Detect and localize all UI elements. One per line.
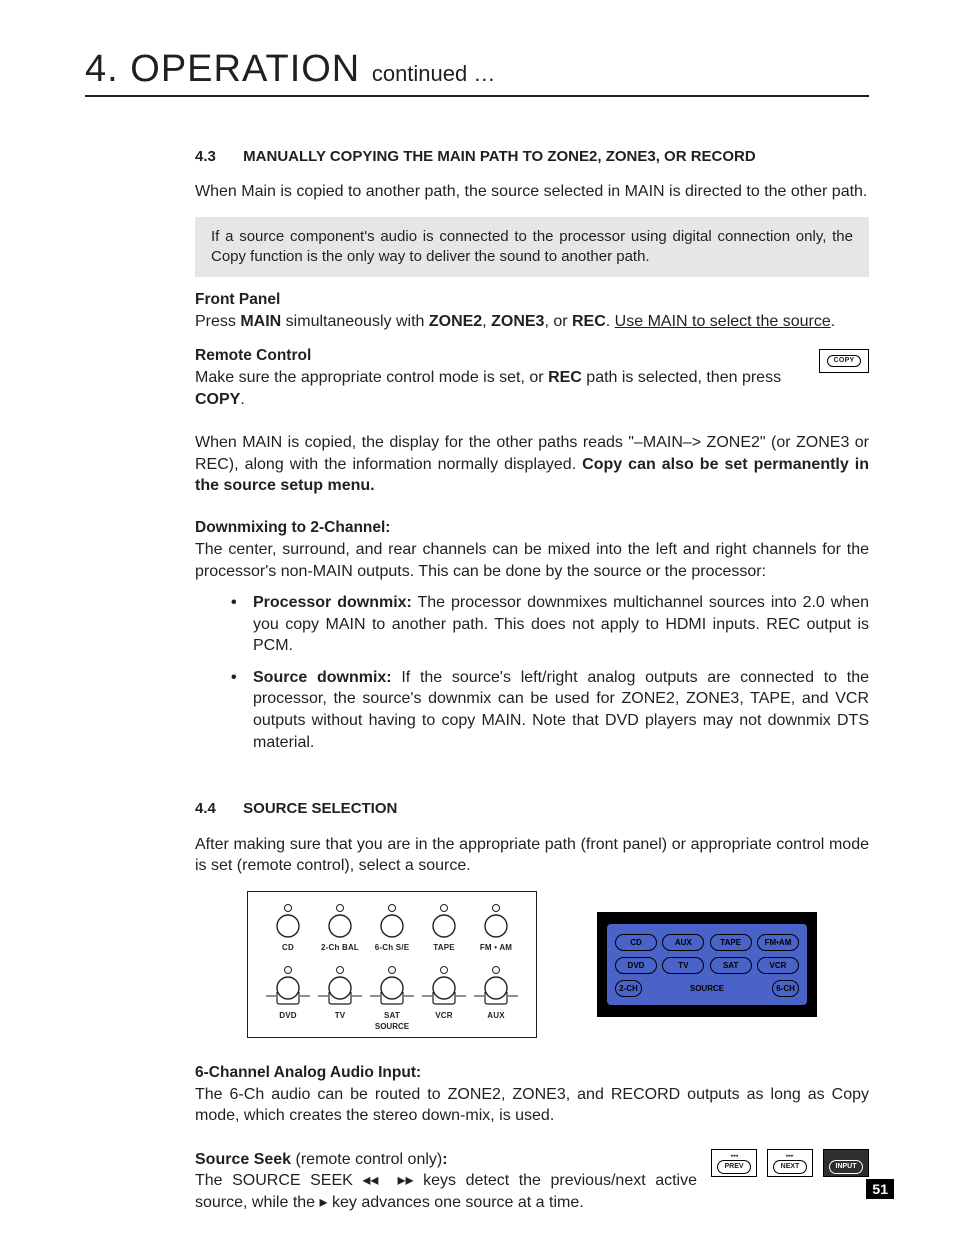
knob: 2-Ch BAL — [318, 902, 362, 952]
remote-control-text: Make sure the appropriate control mode i… — [195, 367, 869, 410]
section-number: 4.4 — [195, 799, 239, 819]
chapter-header: 4. OPERATION continued … — [85, 48, 869, 97]
knob: DVD — [266, 964, 310, 1020]
front-panel-diagram: CD2-Ch BAL6-Ch S/ETAPEFM • AM DVDTVSATVC… — [247, 891, 537, 1038]
section-number: 4.3 — [195, 147, 239, 167]
section-4-3-heading: 4.3 MANUALLY COPYING THE MAIN PATH TO ZO… — [195, 147, 869, 167]
remote-source-label: SOURCE — [690, 984, 724, 993]
remote-pill: TV — [662, 957, 704, 974]
copy-badge: COPY — [819, 349, 869, 373]
knob: TAPE — [422, 902, 466, 952]
six-ch-head: 6-Channel Analog Audio Input: — [195, 1064, 869, 1082]
source-label: SOURCE — [258, 1022, 526, 1031]
list-item: Processor downmix: The processor downmix… — [231, 592, 869, 657]
remote-diagram: CD AUX TAPE FM•AM DVD TV SAT VCR 2-CH SOURCE 6… — [597, 912, 817, 1017]
remote-pill: SAT — [710, 957, 752, 974]
front-panel-head: Front Panel — [195, 291, 869, 309]
remote-pill: FM•AM — [757, 934, 799, 951]
s44-intro: After making sure that you are in the ap… — [195, 834, 869, 877]
list-item: Source downmix: If the source's left/rig… — [231, 667, 869, 753]
prev-button: ◂◂◂ PREV — [711, 1149, 757, 1177]
knob: 6-Ch S/E — [370, 902, 414, 952]
chapter-number: 4. — [85, 48, 119, 90]
section-4-4-heading: 4.4 SOURCE SELECTION — [195, 799, 869, 819]
remote-pill: 2-CH — [615, 980, 642, 997]
knob: SAT — [370, 964, 414, 1020]
remote-pill: VCR — [757, 957, 799, 974]
page-number: 51 — [866, 1179, 894, 1199]
front-panel-text: Press MAIN simultaneously with ZONE2, ZO… — [195, 311, 869, 333]
downmix-head: Downmixing to 2-Channel: — [195, 519, 869, 537]
downmix-list: Processor downmix: The processor downmix… — [231, 592, 869, 753]
knob: CD — [266, 902, 310, 952]
downmix-intro: The center, surround, and rear channels … — [195, 539, 869, 582]
remote-pill: DVD — [615, 957, 657, 974]
knob: AUX — [474, 964, 518, 1020]
copy-badge-label: COPY — [827, 355, 861, 367]
knob: FM • AM — [474, 902, 518, 952]
s43-aftercopy: When MAIN is copied, the display for the… — [195, 432, 869, 497]
remote-pill: 6-CH — [772, 980, 799, 997]
remote-pill: TAPE — [710, 934, 752, 951]
input-button: INPUT — [823, 1149, 869, 1177]
figure-row: CD2-Ch BAL6-Ch S/ETAPEFM • AM DVDTVSATVC… — [195, 891, 869, 1038]
note-box: If a source component's audio is connect… — [195, 217, 869, 278]
chapter-title: OPERATION — [130, 48, 360, 90]
remote-pill: CD — [615, 934, 657, 951]
continued-label: continued … — [372, 61, 496, 86]
next-button: ▸▸▸ NEXT — [767, 1149, 813, 1177]
section-title: SOURCE SELECTION — [243, 800, 397, 817]
knob: VCR — [422, 964, 466, 1020]
six-ch-body: The 6-Ch audio can be routed to ZONE2, Z… — [195, 1084, 869, 1127]
section-title: MANUALLY COPYING THE MAIN PATH TO ZONE2,… — [243, 148, 756, 165]
seek-buttons: ◂◂◂ PREV ▸▸▸ NEXT INPUT — [711, 1149, 869, 1177]
knob: TV — [318, 964, 362, 1020]
remote-pill: AUX — [662, 934, 704, 951]
s43-intro: When Main is copied to another path, the… — [195, 181, 869, 203]
remote-control-head: Remote Control — [195, 347, 869, 365]
